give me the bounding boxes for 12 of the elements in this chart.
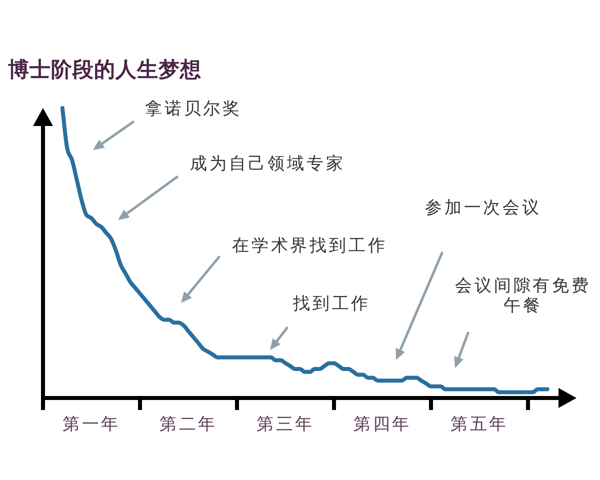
x-tick-label: 第二年 [159, 414, 218, 434]
x-tick-label: 第五年 [450, 414, 509, 434]
annotation: 成为自己领域专家 [190, 154, 346, 172]
x-tick-label: 第一年 [62, 414, 121, 434]
x-tick-label: 第三年 [256, 414, 315, 434]
annotation: 会议间隙有免费午餐 [455, 276, 591, 314]
annotation: 在学术界找到工作 [232, 236, 388, 254]
annotation: 拿诺贝尔奖 [145, 98, 242, 118]
annotation: 参加一次会议 [425, 198, 542, 216]
chart-title: 博士阶段的人生梦想 [7, 58, 202, 82]
annotation: 找到工作 [292, 294, 371, 312]
x-tick-label: 第四年 [353, 414, 412, 434]
